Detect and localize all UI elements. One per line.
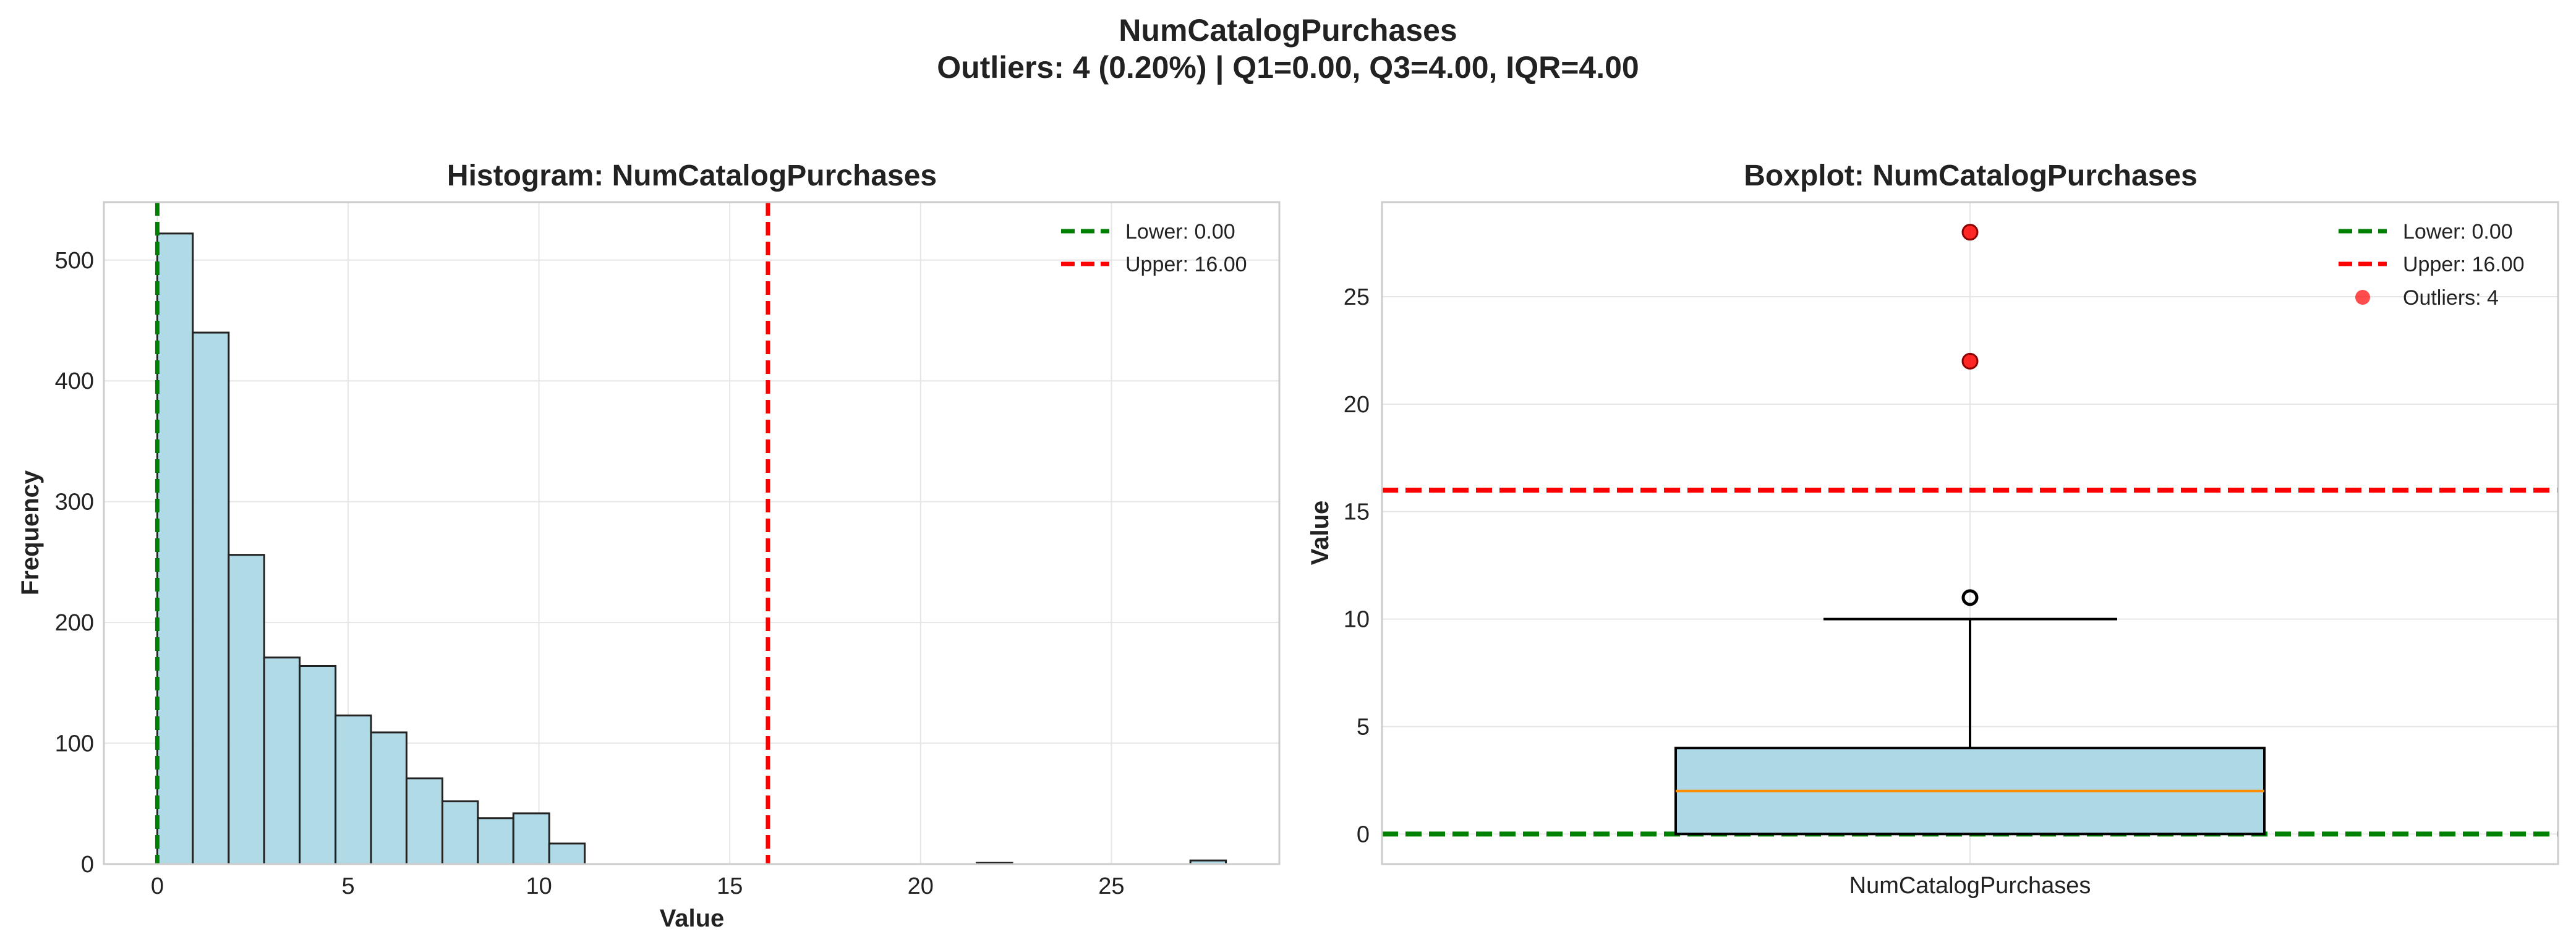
figure-title-line1: NumCatalogPurchases bbox=[1119, 13, 1457, 48]
histogram-legend-label: Lower: 0.00 bbox=[1125, 220, 1235, 244]
histogram-bar bbox=[370, 731, 407, 865]
boxplot-title: Boxplot: NumCatalogPurchases bbox=[1744, 159, 2197, 192]
histogram-y-tick-label: 500 bbox=[55, 248, 94, 274]
boxplot-y-label: Value bbox=[1307, 501, 1334, 566]
histogram-legend-label: Upper: 16.00 bbox=[1125, 253, 1247, 276]
histogram-bar bbox=[512, 812, 550, 865]
boxplot-y-tick-label: 20 bbox=[1344, 392, 1370, 418]
histogram-bar bbox=[405, 777, 443, 865]
histogram-x-tick-label: 20 bbox=[908, 873, 934, 899]
histogram-y-tick-label: 400 bbox=[55, 368, 94, 394]
histogram-bar bbox=[335, 715, 372, 865]
boxplot-legend-outlier-label: Outliers: 4 bbox=[2403, 286, 2499, 310]
boxplot-y-tick-label: 15 bbox=[1344, 499, 1370, 525]
histogram-x-label: Value bbox=[660, 905, 725, 932]
boxplot-y-tick-label: 25 bbox=[1344, 284, 1370, 310]
histogram-bar bbox=[192, 331, 230, 865]
histogram-x-tick-label: 5 bbox=[341, 873, 354, 899]
boxplot-legend-label: Upper: 16.00 bbox=[2403, 253, 2525, 276]
histogram-y-tick-label: 0 bbox=[81, 852, 94, 878]
histogram-bar bbox=[477, 817, 514, 865]
boxplot-category-label: NumCatalogPurchases bbox=[1849, 873, 2091, 899]
histogram-y-label: Frequency bbox=[17, 470, 44, 595]
boxplot-y-tick-label: 0 bbox=[1357, 821, 1370, 847]
boxplot-outlier-point bbox=[1961, 224, 1979, 241]
histogram-frame bbox=[103, 201, 1281, 865]
histogram-x-tick-label: 25 bbox=[1098, 873, 1124, 899]
histogram-x-tick-label: 15 bbox=[717, 873, 743, 899]
histogram-x-tick-label: 0 bbox=[151, 873, 164, 899]
boxplot-frame bbox=[1381, 201, 2559, 865]
histogram-title: Histogram: NumCatalogPurchases bbox=[447, 159, 937, 192]
boxplot-panel: Boxplot: NumCatalogPurchases 0510152025 … bbox=[1307, 159, 2559, 899]
histogram-bar bbox=[441, 800, 479, 865]
histogram-bar bbox=[263, 656, 301, 865]
boxplot-legend-outlier-swatch bbox=[2355, 290, 2370, 305]
figure-title-line2: Outliers: 4 (0.20%) | Q1=0.00, Q3=4.00, … bbox=[937, 50, 1639, 85]
histogram-y-tick-label: 100 bbox=[55, 731, 94, 757]
histogram-bar bbox=[156, 232, 194, 865]
histogram-y-tick-label: 200 bbox=[55, 610, 94, 636]
boxplot-y-tick-label: 10 bbox=[1344, 607, 1370, 633]
histogram-y-tick-label: 300 bbox=[55, 490, 94, 515]
histogram-bar bbox=[299, 664, 337, 865]
boxplot-legend-label: Lower: 0.00 bbox=[2403, 220, 2513, 244]
boxplot-flier-point bbox=[1961, 589, 1979, 606]
histogram-bar bbox=[548, 842, 586, 865]
boxplot-y-tick-label: 5 bbox=[1357, 714, 1370, 740]
boxplot-outlier-point bbox=[1961, 352, 1979, 370]
histogram-panel: Histogram: NumCatalogPurchases 0 5 10 15 20 2… bbox=[17, 159, 1281, 932]
histogram-bar bbox=[228, 554, 265, 865]
histogram-x-tick-label: 10 bbox=[526, 873, 552, 899]
